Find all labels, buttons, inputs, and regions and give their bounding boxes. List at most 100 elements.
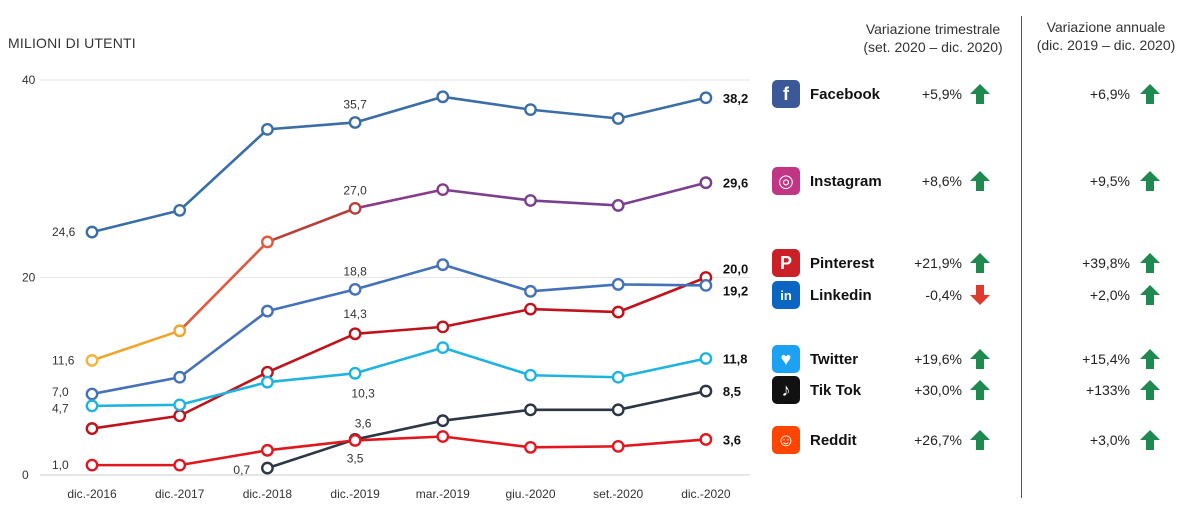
annual-change-value: +3,0%	[1089, 432, 1130, 448]
data-point	[436, 183, 450, 197]
data-point	[611, 439, 625, 453]
series-line-segment	[616, 438, 708, 448]
arrow-down-icon	[968, 283, 992, 307]
series-line-segment	[178, 128, 269, 212]
platform-name: Linkedin	[810, 287, 872, 304]
data-label: 3,5	[347, 451, 364, 465]
annual-change-title: Variazione annuale	[1046, 19, 1166, 35]
data-point	[85, 399, 99, 413]
quarterly-change-period: (set. 2020 – dic. 2020)	[863, 39, 1003, 55]
quarterly-change-value: -0,4%	[925, 287, 962, 303]
line-chart: 0 20 40 dic.-2016 dic.-2017 dic.-2018 dic.-201…	[22, 73, 750, 501]
data-label: 1,0	[52, 458, 69, 472]
quarterly-change-value: +5,9%	[921, 86, 962, 102]
x-tick-label: giu.-2020	[505, 487, 555, 501]
data-point	[699, 352, 713, 365]
platform-name: Facebook	[810, 86, 881, 103]
series-line-segment	[90, 414, 181, 430]
x-tick-label: mar.-2019	[416, 487, 470, 501]
series-line-segment	[353, 263, 445, 291]
series-line-segment	[90, 209, 181, 234]
annual-change-value: +39,8%	[1082, 255, 1130, 271]
series-line-segment	[616, 276, 708, 314]
series-line-segment	[353, 419, 445, 441]
x-tick-label: dic.-2016	[67, 487, 117, 501]
series-line-segment	[529, 445, 620, 449]
data-point	[699, 91, 713, 105]
series-line-segment	[353, 188, 445, 210]
data-point	[173, 324, 187, 338]
annual-change-value: +133%	[1086, 382, 1130, 398]
data-point	[524, 302, 537, 316]
data-label: 4,7	[52, 402, 69, 416]
x-tick-label: dic.-2019	[330, 487, 380, 501]
twitter-icon: ♥	[772, 345, 800, 373]
series-line-segment	[441, 346, 532, 377]
x-tick-label: set.-2020	[593, 487, 643, 501]
series-line-segment	[266, 332, 357, 374]
series-line-segment	[353, 346, 445, 375]
series-line-segment	[353, 95, 445, 124]
data-point	[85, 458, 99, 472]
data-point	[699, 278, 713, 292]
arrow-up-icon	[968, 378, 992, 402]
series-line-segment	[441, 263, 532, 293]
data-label: 10,3	[351, 386, 375, 400]
data-point	[260, 443, 274, 457]
data-point	[524, 284, 537, 298]
end-value-label: 8,5	[723, 384, 741, 399]
series-line-segment	[616, 283, 708, 287]
x-tick-label: dic.-2018	[243, 487, 293, 501]
data-point	[348, 327, 362, 341]
y-tick-label: 40	[22, 73, 36, 87]
data-point	[85, 422, 99, 435]
quarterly-change-title: Variazione trimestrale	[865, 21, 1001, 37]
y-tick-label: 0	[22, 468, 29, 482]
platform-row: P Pinterest +21,9% +39,8%	[770, 249, 1184, 279]
data-point	[611, 199, 625, 212]
series-line-segment	[266, 371, 357, 384]
data-point	[436, 430, 450, 443]
series-line-segment	[266, 438, 357, 470]
data-point	[348, 366, 362, 380]
end-value-label: 19,2	[723, 283, 748, 298]
data-point	[436, 90, 450, 104]
reddit-icon: ☺	[772, 426, 800, 454]
pinterest-icon: P	[772, 249, 800, 277]
series-line-segment	[529, 283, 620, 293]
data-point	[85, 354, 99, 367]
series-line-segment	[441, 408, 532, 422]
data-point	[611, 403, 625, 417]
arrow-up-icon	[1138, 169, 1162, 193]
data-point	[524, 194, 537, 207]
y-axis-unit-label: MILIONI DI UTENTI	[8, 35, 136, 51]
arrow-up-icon	[968, 82, 992, 106]
data-point	[699, 433, 713, 446]
data-point	[85, 387, 99, 401]
series-line-segment	[529, 199, 620, 207]
platform-row: ♪ Tik Tok +30,0% +133%	[770, 376, 1184, 406]
arrow-up-icon	[968, 428, 992, 452]
data-point	[173, 458, 187, 472]
series-line-segment	[353, 435, 445, 442]
series-line-segment	[441, 188, 532, 202]
data-point	[85, 225, 99, 239]
data-point	[436, 414, 450, 428]
series-line-segment	[178, 449, 269, 467]
x-tick-label: dic.-2017	[155, 487, 205, 501]
quarterly-change-value: +19,6%	[914, 351, 962, 367]
annual-change-value: +15,4%	[1082, 351, 1130, 367]
arrow-up-icon	[1138, 347, 1162, 371]
data-point	[436, 320, 450, 334]
arrow-up-icon	[1138, 283, 1162, 307]
platform-row: f Facebook +5,9% +6,9%	[770, 80, 1184, 110]
platform-name: Reddit	[810, 432, 857, 449]
linkedin-icon: in	[772, 281, 800, 309]
series-line-segment	[266, 288, 357, 313]
x-tick-label: dic.-2020	[681, 487, 731, 501]
quarterly-change-value: +21,9%	[914, 255, 962, 271]
data-label: 27,0	[343, 183, 367, 197]
instagram-icon: ◎	[772, 167, 800, 195]
data-point	[524, 103, 537, 117]
series-line-segment	[90, 329, 181, 362]
